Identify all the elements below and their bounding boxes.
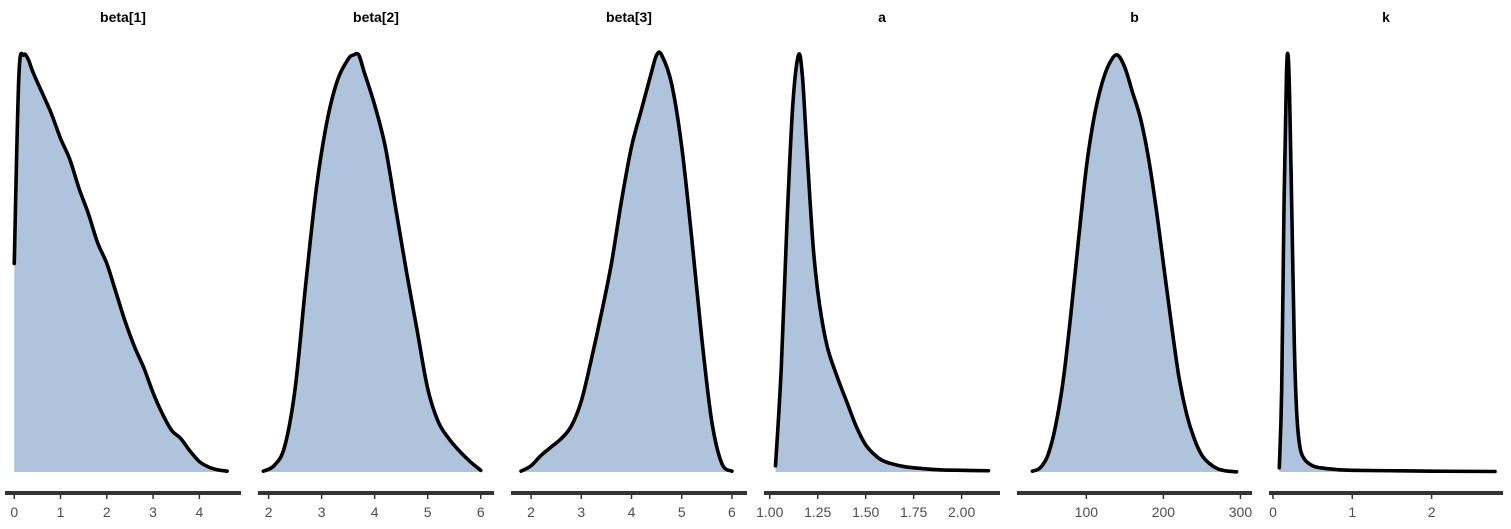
x-tick-label: 1.25	[804, 504, 831, 520]
panel-title: b	[1130, 9, 1139, 25]
x-tick-label: 1.75	[900, 504, 927, 520]
density-panel: a 1.00 1.25 1.50 1.75 2.00	[756, 9, 1000, 520]
x-tick-label: 300	[1229, 504, 1253, 520]
x-tick-label: 200	[1152, 504, 1176, 520]
density-curve	[773, 52, 991, 473]
x-tick-label: 1.50	[852, 504, 879, 520]
panel-title: beta[3]	[606, 9, 652, 25]
x-tick-label: 2	[1428, 504, 1436, 520]
density-panel: b 100 200 300	[1017, 9, 1252, 520]
x-tick-label: 0	[10, 504, 18, 520]
x-tick-label: 2	[527, 504, 535, 520]
density-panel: beta[3] 2 3 4 5 6	[511, 9, 747, 520]
density-curve	[519, 50, 734, 473]
x-tick-label: 1	[1348, 504, 1356, 520]
x-tick-label: 4	[371, 504, 379, 520]
x-tick-label: 6	[477, 504, 485, 520]
density-area	[263, 53, 481, 473]
density-curve	[1277, 51, 1497, 474]
x-tick-label: 2.00	[948, 504, 975, 520]
panel-title: a	[878, 9, 886, 25]
x-tick-label: 4	[628, 504, 636, 520]
x-tick-label: 2	[103, 504, 111, 520]
density-area	[775, 53, 989, 473]
density-curve	[261, 51, 483, 473]
x-tick-label: 3	[318, 504, 326, 520]
x-tick-label: 6	[728, 504, 736, 520]
x-tick-label: 1	[57, 504, 65, 520]
panel-title: beta[1]	[100, 9, 146, 25]
x-tick-label: 1.00	[756, 504, 783, 520]
x-tick-label: 0	[1269, 504, 1277, 520]
x-tick-label: 5	[678, 504, 686, 520]
x-tick-label: 100	[1075, 504, 1099, 520]
panel-title: k	[1382, 9, 1390, 25]
density-area	[1032, 54, 1237, 473]
density-area	[14, 53, 228, 473]
density-area	[1279, 53, 1496, 473]
density-panel: beta[1] 0 1 2 3 4	[5, 9, 241, 520]
density-curve	[12, 51, 229, 473]
x-tick-label: 4	[195, 504, 203, 520]
x-tick-label: 3	[149, 504, 157, 520]
x-tick-label: 2	[265, 504, 273, 520]
density-area	[521, 52, 732, 473]
density-curve	[1030, 53, 1239, 474]
density-panel: k 0 1 2	[1269, 9, 1503, 520]
panel-title: beta[2]	[353, 9, 399, 25]
x-tick-label: 5	[424, 504, 432, 520]
x-tick-label: 3	[577, 504, 585, 520]
density-panel: beta[2] 2 3 4 5 6	[258, 9, 494, 520]
